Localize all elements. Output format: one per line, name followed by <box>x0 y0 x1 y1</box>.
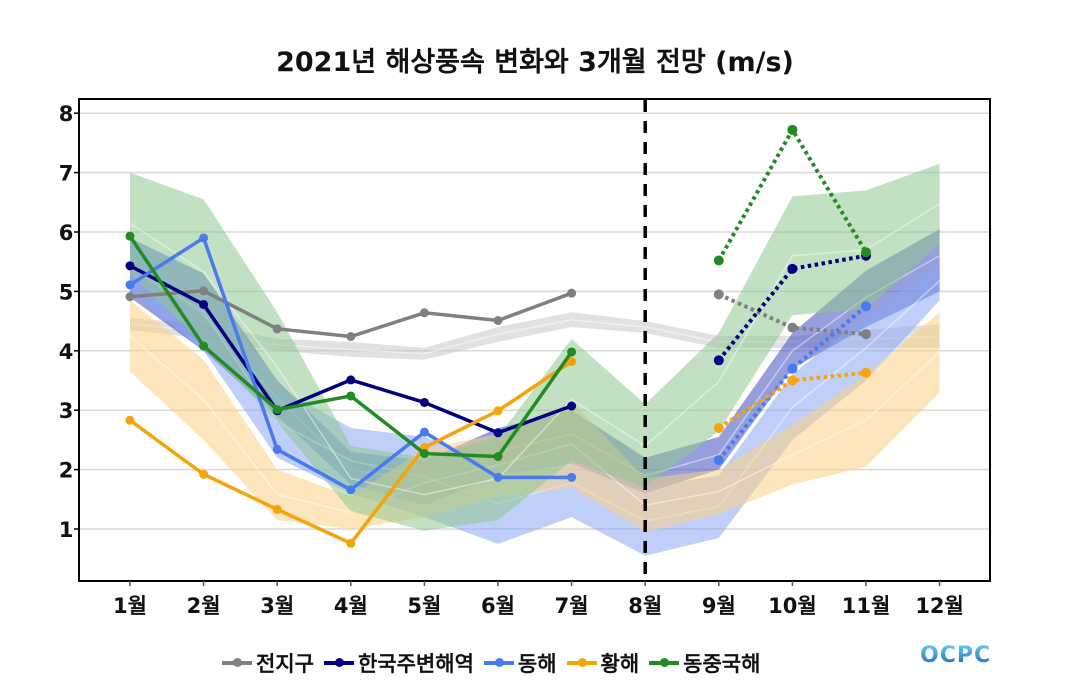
x-tick-label: 4월 <box>334 594 368 618</box>
forecast-point <box>787 263 798 274</box>
legend-item: 동해 <box>483 648 557 678</box>
observed-point <box>567 472 577 482</box>
forecast-point <box>713 289 724 300</box>
observed-point <box>493 406 503 416</box>
forecast-point <box>787 124 798 135</box>
y-tick-label: 7 <box>59 162 74 186</box>
chart: 2021년 해상풍속 변화와 3개월 전망 (m/s) 1 2 3 4 5 6 7 8 1월 2월… <box>59 47 991 618</box>
forecast-point <box>861 301 871 312</box>
observed-point <box>272 324 282 334</box>
forecast-point <box>861 247 871 258</box>
forecast-point <box>787 363 798 374</box>
observed-point <box>125 280 135 290</box>
band-mean-동중국해 <box>129 202 940 496</box>
legend-swatch <box>566 658 597 667</box>
observed-point <box>493 316 503 326</box>
observed-point <box>567 356 577 366</box>
forecast-point <box>787 322 798 333</box>
legend-label: 동해 <box>517 652 557 676</box>
x-tick-label: 10월 <box>768 594 817 618</box>
legend-swatch <box>222 658 252 667</box>
forecast-line-황해 <box>717 370 867 430</box>
observed-point <box>493 472 503 482</box>
observed-point <box>199 341 209 351</box>
observed-point <box>346 332 356 342</box>
observed-point <box>125 261 135 271</box>
y-tick-label: 6 <box>59 221 74 245</box>
observed-point <box>493 452 503 462</box>
observed-point <box>125 231 135 241</box>
chart-title: 2021년 해상풍속 변화와 3개월 전망 (m/s) <box>276 47 794 78</box>
observed-point <box>199 299 209 309</box>
legend-label: 황해 <box>600 652 640 676</box>
y-tick-label: 2 <box>59 459 74 483</box>
x-tick-label: 5월 <box>407 594 441 618</box>
observed-point <box>125 292 135 302</box>
legend-item: 동중국해 <box>649 648 760 678</box>
y-tick-label: 1 <box>59 518 74 542</box>
forecast-point <box>787 375 798 386</box>
forecast-point <box>713 255 724 266</box>
observed-point <box>567 288 577 298</box>
observed-point <box>419 427 429 437</box>
observed-point <box>419 449 429 459</box>
legend-item: 황해 <box>566 648 640 678</box>
legend-label: 동중국해 <box>683 652 761 676</box>
forecast-point <box>861 329 871 340</box>
observed-point <box>346 375 356 385</box>
legend-swatch <box>483 658 514 667</box>
y-tick-label: 5 <box>59 280 74 304</box>
observed-point <box>419 397 429 407</box>
x-tick-label: 12월 <box>915 594 964 618</box>
observed-point <box>125 415 135 425</box>
observed-point <box>272 405 282 415</box>
observed-point <box>346 485 356 495</box>
x-tick-label: 9월 <box>702 594 736 618</box>
plot-frame <box>78 98 991 582</box>
observed-point <box>199 286 209 296</box>
observed-point <box>567 347 577 357</box>
y-tick-label: 8 <box>59 102 74 126</box>
forecast-point <box>713 423 724 434</box>
observed-point <box>493 428 503 438</box>
legend-label: 한국주변해역 <box>357 652 474 676</box>
observed-point <box>567 401 577 411</box>
x-tick-label: 6월 <box>481 594 515 618</box>
forecast-point <box>861 367 871 378</box>
legend-swatch <box>649 658 680 667</box>
axes: 1 2 3 4 5 6 7 8 1월 2월 3월 4월 5월 6월 7월 8월 9월 10월 11월 12월 <box>59 100 964 618</box>
y-tick-label: 3 <box>59 399 74 423</box>
observed-point <box>272 444 282 454</box>
x-tick-label: 7월 <box>555 594 589 618</box>
legend-swatch <box>323 658 354 667</box>
y-tick-label: 4 <box>59 340 74 364</box>
legend-item: 전지구 <box>222 648 314 678</box>
x-tick-label: 11월 <box>842 594 891 618</box>
x-tick-label: 1월 <box>113 594 147 618</box>
x-tick-label: 3월 <box>260 594 294 618</box>
x-tick-label: 2월 <box>187 594 221 618</box>
x-tick-label: 8월 <box>628 594 662 618</box>
band-황해 <box>130 300 940 532</box>
observed-point <box>346 391 356 401</box>
observed-point <box>419 308 429 318</box>
observed-point <box>346 538 356 548</box>
legend-label: 전지구 <box>256 652 314 676</box>
forecast-point <box>713 355 724 366</box>
legend: 전지구 한국주변해역 동해 황해 동중국해 <box>222 648 760 678</box>
legend-item: 한국주변해역 <box>323 648 474 678</box>
observed-point <box>199 233 209 243</box>
band-동중국해 <box>130 163 940 531</box>
series-lines <box>125 124 871 548</box>
forecast-point <box>713 455 724 466</box>
observed-point <box>199 469 209 479</box>
observed-point <box>272 504 282 514</box>
ocpc-logo: OCPC <box>920 643 992 668</box>
